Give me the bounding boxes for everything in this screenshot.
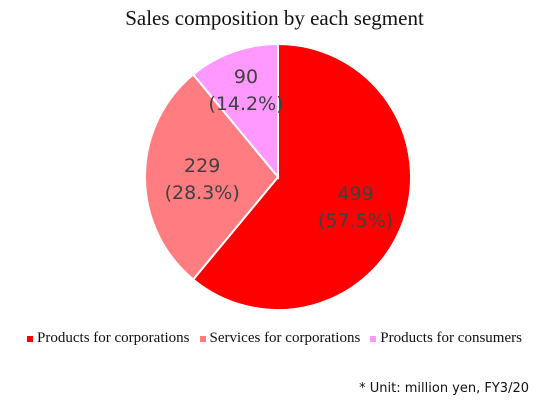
- chart-title: Sales composition by each segment: [125, 6, 424, 30]
- legend-item-products-for-consumers: Products for consumers: [370, 330, 522, 347]
- unit-footnote: * Unit: million yen, FY3/20: [359, 381, 529, 396]
- slice-products-for-consumers: [191, 42, 279, 180]
- legend-label: Products for corporations: [37, 330, 190, 346]
- legend-swatch: [27, 335, 34, 342]
- slice-percent-label: (57.5%): [318, 210, 393, 232]
- slice-value-label: 90: [234, 66, 258, 88]
- chart-legend: Products for corporations Services for c…: [0, 330, 549, 347]
- legend-label: Products for consumers: [380, 330, 522, 346]
- slice-value-label: 229: [184, 155, 220, 177]
- legend-swatch: [199, 335, 206, 342]
- pie-slices: [144, 42, 412, 311]
- legend-item-products-for-corporations: Products for corporations: [27, 330, 190, 347]
- slice-services-for-corporations: [144, 73, 280, 281]
- slice-percent-label: (28.3%): [165, 182, 240, 204]
- slice-products-for-corporations: [191, 42, 412, 311]
- legend-label: Services for corporations: [209, 330, 361, 346]
- legend-item-services-for-corporations: Services for corporations: [199, 330, 361, 347]
- slice-percent-label: (14.2%): [208, 93, 283, 115]
- pie-labels: 499 (57.5%) 229 (28.3%) 90 (14.2%): [165, 66, 394, 232]
- slice-value-label: 499: [337, 183, 373, 205]
- legend-swatch: [370, 335, 377, 342]
